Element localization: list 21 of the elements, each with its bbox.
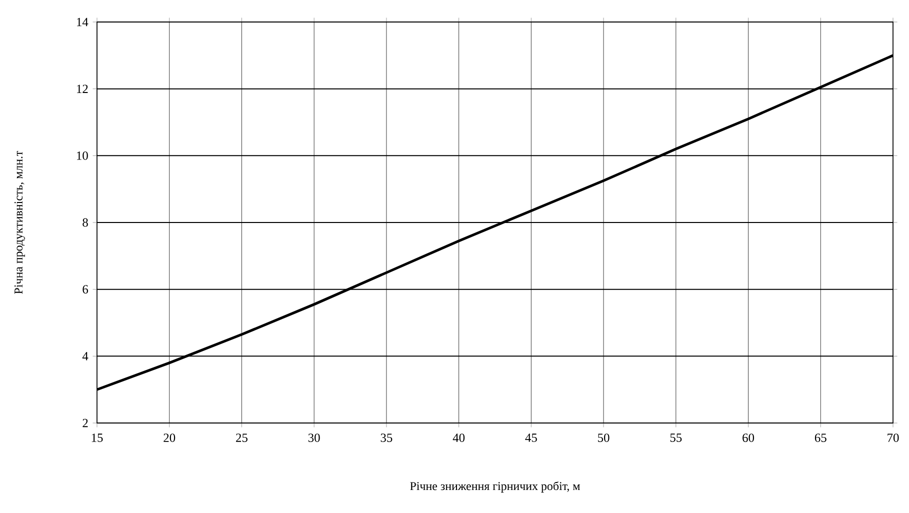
y-tick-label: 8 — [82, 218, 88, 227]
y-axis-title: Річна продуктивність, млн.т — [14, 150, 25, 294]
x-tick-label: 40 — [452, 434, 465, 442]
y-tick-label: 10 — [77, 151, 88, 160]
x-tick-label: 70 — [888, 434, 899, 442]
x-tick-label: 35 — [380, 434, 392, 442]
y-tick-label: 2 — [82, 418, 88, 428]
x-tick-label: 65 — [814, 434, 826, 442]
x-tick-label: 15 — [92, 434, 103, 442]
x-tick-label: 50 — [598, 434, 610, 442]
x-tick-label: 30 — [308, 434, 320, 442]
x-tick-label: 55 — [670, 434, 682, 442]
x-tick-label: 45 — [525, 434, 537, 442]
y-tick-label: 4 — [82, 352, 88, 360]
y-tick-label: 12 — [77, 84, 88, 93]
x-tick-label: 25 — [236, 434, 248, 442]
x-axis-title: Річне зниження гірничих робіт, м — [410, 481, 580, 493]
x-tick-label: 60 — [742, 434, 754, 442]
y-tick-label: 14 — [77, 18, 88, 26]
x-tick-label: 20 — [164, 434, 176, 442]
y-tick-label: 6 — [82, 285, 88, 294]
